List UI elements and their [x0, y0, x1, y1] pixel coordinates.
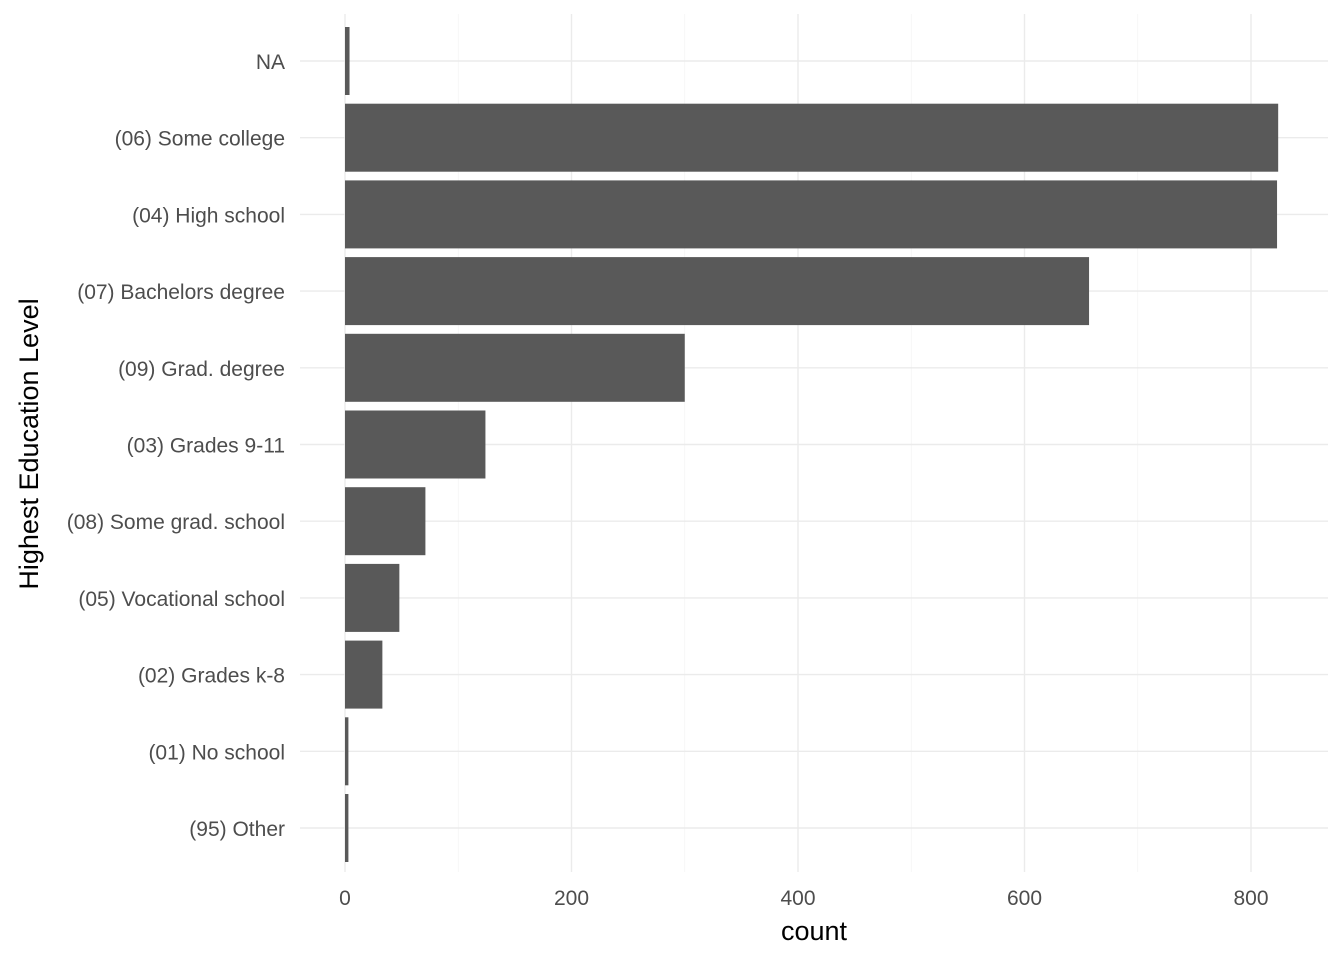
y-tick-label: (06) Some college	[115, 128, 285, 151]
y-tick-labels: NA (06) Some college (04) High school (07) …	[67, 51, 285, 841]
x-tick-labels: 0 200 400 600 800	[339, 887, 1268, 910]
y-tick-label: (02) Grades k-8	[138, 665, 285, 688]
y-tick-label: (07) Bachelors degree	[77, 281, 285, 304]
bar	[345, 333, 685, 402]
bars	[345, 27, 1279, 862]
bar	[345, 103, 1279, 172]
y-tick-label: NA	[256, 51, 285, 74]
x-tick-label: 400	[780, 887, 815, 910]
bar	[345, 640, 383, 709]
x-axis-title: count	[781, 916, 848, 946]
x-tick-label: 600	[1007, 887, 1042, 910]
y-tick-label: (08) Some grad. school	[67, 511, 285, 534]
y-tick-label: (03) Grades 9-11	[127, 435, 285, 458]
bar	[345, 717, 349, 786]
bar	[345, 563, 400, 632]
y-tick-label: (95) Other	[189, 818, 285, 841]
y-axis-title: Highest Education Level	[14, 298, 44, 589]
x-tick-label: 800	[1233, 887, 1268, 910]
y-tick-label: (01) No school	[148, 741, 285, 764]
y-tick-label: (04) High school	[132, 204, 285, 227]
x-tick-label: 0	[339, 887, 351, 910]
bar	[345, 27, 350, 95]
bar	[345, 180, 1278, 249]
bar	[345, 257, 1090, 326]
bar	[345, 487, 426, 556]
x-tick-label: 200	[554, 887, 589, 910]
y-tick-label: (05) Vocational school	[78, 588, 285, 611]
bar	[345, 794, 349, 862]
y-tick-label: (09) Grad. degree	[118, 358, 285, 381]
bar	[345, 410, 486, 479]
